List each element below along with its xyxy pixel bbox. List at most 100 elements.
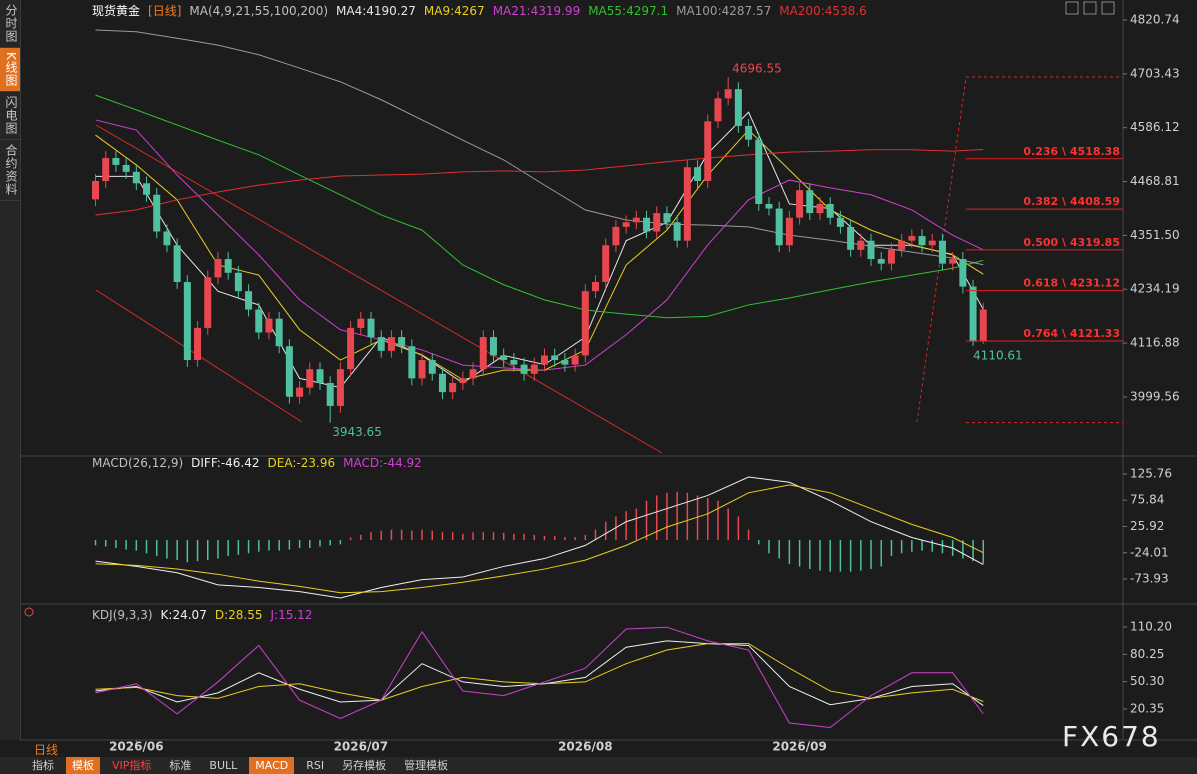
legend-value: 24.07 — [172, 608, 207, 622]
candle-body — [224, 259, 232, 273]
candle-body — [265, 318, 273, 333]
sidebar-tab[interactable]: 分时图 — [0, 0, 20, 48]
x-tick-label: 2026/09 — [772, 740, 826, 754]
main-legend: 现货黄金 [日线] MA(4,9,21,55,100,200) MA44190.… — [92, 2, 867, 19]
y-tick-label: 4820.74 — [1130, 12, 1180, 26]
candle-body — [520, 364, 528, 374]
sidebar-tab[interactable]: 闪电图 — [0, 92, 20, 140]
candle-body — [571, 355, 579, 365]
candle-body — [816, 203, 824, 214]
candle-body — [347, 327, 355, 370]
high-label: 4696.55 — [732, 61, 782, 75]
candle-body — [428, 360, 436, 374]
legend-name: MA21 — [493, 4, 531, 18]
tool-icon[interactable] — [1083, 1, 1097, 15]
legend-value: -46.42 — [220, 456, 260, 470]
sidebar-tab[interactable]: K线图 — [0, 48, 20, 92]
period-selector[interactable]: 日线 — [34, 743, 59, 757]
candle-body — [826, 203, 834, 218]
candle-body — [357, 318, 365, 328]
candle-body — [194, 327, 202, 361]
legend-item: MA1004287.57 — [676, 4, 771, 18]
toolbar-button[interactable]: 标准 — [169, 759, 192, 772]
candle-body — [500, 355, 508, 361]
candle-body — [112, 158, 120, 165]
fib-label: 0.764 \ 4121.33 — [1023, 327, 1120, 340]
toolbar-button[interactable]: 模板 — [66, 757, 100, 774]
legend-name: MA200 — [779, 4, 825, 18]
legend-item: J15.12 — [270, 608, 312, 622]
legend-item: MA44190.27 — [336, 4, 416, 18]
y-tick-label: 110.20 — [1130, 620, 1172, 634]
fib-label: 0.236 \ 4518.38 — [1023, 145, 1120, 158]
candle-body — [204, 277, 212, 328]
legend-value: -44.92 — [383, 456, 422, 470]
y-tick-label: 4468.81 — [1130, 174, 1180, 188]
candle-body — [755, 139, 763, 204]
candle-body — [918, 236, 926, 246]
tool-icon[interactable] — [1065, 1, 1079, 15]
fib-label: 0.500 \ 4319.85 — [1023, 236, 1120, 249]
toolbar-button[interactable]: 指标 — [32, 759, 54, 772]
candle-body — [928, 240, 936, 246]
candle-body — [847, 226, 855, 250]
toolbar-button[interactable]: MACD — [249, 757, 295, 774]
indicator-line — [95, 29, 984, 266]
candle-body — [377, 337, 385, 351]
y-tick-label: 75.84 — [1130, 493, 1164, 507]
candle-body — [245, 291, 253, 310]
legend-item: MACD-44.92 — [343, 456, 422, 470]
x-tick-label: 2026/08 — [558, 740, 612, 754]
candle-body — [959, 259, 967, 287]
candle-body — [714, 98, 722, 122]
candle-body — [449, 382, 457, 393]
candle-body — [173, 245, 181, 282]
fib-guide — [916, 77, 967, 423]
low-label: 3943.65 — [332, 425, 382, 439]
indicator-line — [95, 643, 984, 702]
y-tick-label: -73.93 — [1130, 572, 1169, 586]
candle-body — [663, 213, 671, 223]
candle-body — [867, 240, 875, 260]
candle-body — [551, 355, 559, 361]
indicator-icon[interactable] — [24, 607, 34, 617]
candle-body — [489, 337, 497, 356]
candle-body — [285, 346, 293, 397]
toolbar-button[interactable]: BULL — [209, 759, 238, 772]
y-tick-label: 4116.88 — [1130, 336, 1180, 350]
candle-body — [275, 318, 283, 347]
candle-body — [632, 217, 640, 223]
toolbar-button[interactable]: 管理模板 — [404, 759, 449, 772]
candle-body — [745, 125, 753, 140]
candle-body — [877, 259, 885, 264]
toolbar: 指标 模板 VIP指标 标准 BULL MACD RSI 另存模板 管理模板 — [0, 757, 1197, 774]
legend-value: 4297.1 — [626, 3, 669, 18]
legend-item: MA94267 — [424, 4, 485, 18]
tool-icon[interactable] — [1101, 1, 1115, 15]
indicator-label: KDJ(9,3,3) — [92, 608, 153, 622]
candle-body — [836, 217, 844, 227]
legend-value: -23.96 — [296, 456, 336, 470]
legend-value: 28.55 — [228, 608, 263, 622]
candle-body — [643, 217, 651, 232]
sidebar-tab[interactable]: 合约资料 — [0, 140, 20, 201]
candle-body — [694, 167, 702, 181]
candle-body — [653, 213, 661, 232]
fib-label: 0.618 \ 4231.12 — [1023, 277, 1120, 290]
kdj-legend: KDJ(9,3,3) K24.07 D28.55 J15.12 — [92, 608, 312, 622]
candle-body — [143, 183, 151, 195]
legend-name: MA9 — [424, 4, 454, 18]
candle-body — [398, 337, 406, 347]
toolbar-button[interactable]: RSI — [306, 759, 325, 772]
candle-body — [234, 272, 242, 292]
period-label[interactable]: [日线] — [148, 4, 182, 18]
y-tick-label: -24.01 — [1130, 545, 1169, 559]
toolbar-button[interactable]: VIP指标 — [112, 759, 152, 772]
candle-body — [296, 387, 304, 397]
candle-body — [612, 226, 620, 246]
toolbar-button[interactable]: 另存模板 — [342, 759, 387, 772]
trend-line — [95, 124, 663, 454]
candle-body — [592, 281, 600, 292]
macd-legend: MACD(26,12,9) DIFF-46.42 DEA-23.96 MACD-44… — [92, 456, 422, 470]
